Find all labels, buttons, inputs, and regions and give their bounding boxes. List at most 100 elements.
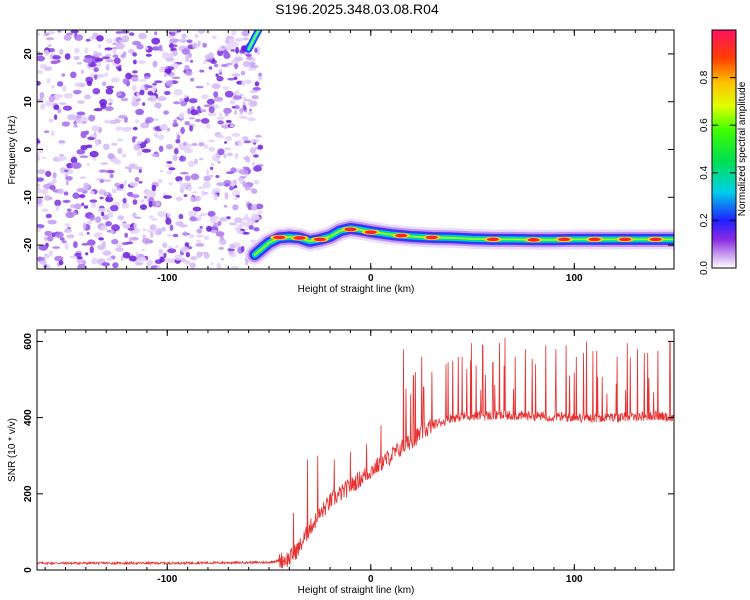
noise-blob	[151, 46, 160, 51]
noise-blob	[117, 215, 125, 221]
noise-blob	[239, 93, 244, 97]
noise-blob	[106, 38, 113, 44]
noise-blob	[58, 102, 67, 105]
noise-blob	[134, 166, 143, 170]
noise-blob	[93, 232, 102, 238]
noise-blob	[230, 265, 240, 269]
noise-blob	[138, 32, 147, 40]
noise-blob	[84, 47, 89, 54]
noise-blob	[104, 72, 108, 78]
noise-blob	[245, 261, 249, 266]
noise-blob	[144, 46, 149, 51]
noise-blob	[216, 116, 225, 120]
noise-blob	[136, 140, 142, 144]
noise-blob	[187, 185, 193, 192]
noise-blob	[184, 259, 191, 266]
noise-blob	[242, 60, 251, 68]
noise-blob	[125, 72, 132, 80]
noise-blob	[178, 213, 184, 220]
noise-blob	[38, 146, 44, 154]
noise-blob	[227, 77, 236, 81]
noise-blob	[159, 124, 169, 131]
snr-frame	[36, 329, 675, 571]
noise-blob	[129, 32, 135, 36]
noise-blob	[175, 176, 183, 182]
noise-blob	[190, 173, 200, 181]
noise-blob	[231, 183, 235, 187]
noise-blob	[183, 141, 187, 146]
trace-hotspot-core	[293, 236, 306, 240]
noise-blob	[57, 108, 62, 114]
noise-blob	[76, 256, 83, 260]
noise-blob	[130, 76, 139, 82]
noise-blob	[242, 180, 246, 187]
noise-blob	[224, 192, 229, 199]
noise-blob	[57, 30, 62, 33]
noise-blob	[158, 145, 164, 152]
noise-blob	[249, 100, 258, 107]
noise-blob	[48, 118, 54, 123]
noise-blob	[193, 158, 199, 165]
noise-blob	[253, 179, 260, 185]
noise-blob	[178, 155, 187, 162]
noise-blob	[248, 108, 252, 112]
noise-blob	[208, 66, 213, 70]
snr-series-line	[37, 337, 674, 569]
noise-blob	[231, 106, 236, 109]
noise-blob	[165, 217, 172, 225]
colorbar-ticks: 0.0 0.2 0.4 0.6 0.8	[699, 29, 737, 275]
noise-blob	[80, 131, 87, 139]
noise-blob	[214, 96, 224, 102]
noise-blob	[161, 226, 166, 232]
snr-y-label: SNR (10 * v/v)	[7, 418, 18, 482]
y-tick-label: 400	[23, 409, 34, 426]
noise-blob	[74, 203, 82, 210]
noise-blob	[43, 130, 50, 134]
noise-blob	[107, 153, 115, 160]
noise-blob	[46, 37, 54, 41]
noise-blob	[229, 99, 236, 105]
noise-blob	[195, 85, 204, 89]
noise-blob	[174, 254, 183, 261]
noise-blob	[189, 59, 194, 63]
noise-blob	[252, 87, 261, 91]
noise-blob	[183, 194, 188, 197]
noise-blob	[251, 203, 257, 211]
noise-blob	[136, 43, 144, 50]
noise-blob	[223, 107, 232, 114]
noise-blob	[185, 54, 190, 63]
noise-blob	[224, 141, 228, 144]
noise-blob	[223, 153, 227, 159]
noise-blob	[51, 232, 56, 238]
noise-blob	[206, 82, 211, 86]
noise-blob	[46, 78, 51, 84]
signal-trace	[244, 30, 674, 265]
noise-blob	[58, 260, 64, 266]
noise-blob	[164, 68, 172, 74]
noise-blob	[121, 242, 130, 246]
noise-blob	[180, 126, 185, 135]
noise-blob	[199, 212, 208, 217]
noise-blob	[217, 47, 226, 52]
noise-blob	[142, 228, 147, 232]
noise-blob	[37, 177, 45, 182]
noise-blob	[163, 195, 172, 199]
noise-blob	[121, 202, 130, 209]
noise-region	[37, 30, 264, 269]
noise-blob	[178, 180, 182, 184]
noise-blob	[122, 78, 129, 85]
noise-blob	[148, 200, 153, 208]
noise-blob	[206, 98, 215, 105]
noise-blob	[253, 165, 262, 172]
noise-blob	[151, 37, 161, 45]
noise-blob	[112, 54, 119, 58]
noise-blob	[37, 197, 43, 205]
noise-blob	[61, 121, 70, 127]
noise-blob	[80, 69, 84, 74]
noise-blob	[157, 178, 163, 184]
noise-blob	[200, 118, 210, 124]
noise-blob	[217, 220, 222, 226]
noise-blob	[229, 124, 235, 128]
trace-hotspot-core	[486, 237, 499, 242]
